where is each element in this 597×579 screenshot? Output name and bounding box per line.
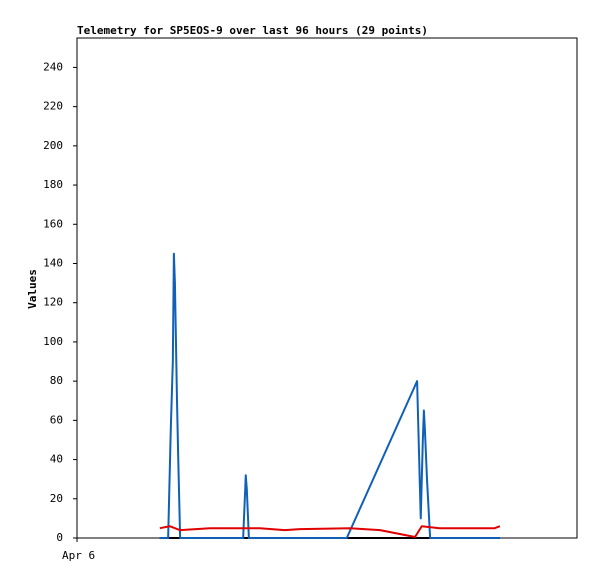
y-tick-label: 40 <box>50 453 63 466</box>
data-line <box>159 252 500 539</box>
y-tick-label: 120 <box>43 296 63 309</box>
y-tick-label: 100 <box>43 335 63 348</box>
y-tick-label: 60 <box>50 413 63 426</box>
y-axis-label: Values <box>26 269 39 309</box>
plot-frame <box>76 37 578 539</box>
y-tick-label: 80 <box>50 374 63 387</box>
y-tick-label: 0 <box>56 531 63 544</box>
y-tick-label: 240 <box>43 60 63 73</box>
y-tick-label: 20 <box>50 492 63 505</box>
y-tick-label: 200 <box>43 139 63 152</box>
y-tick-label: 160 <box>43 217 63 230</box>
data-line <box>159 525 501 539</box>
lines <box>159 252 501 539</box>
x-tick-label: Apr 6 <box>62 549 95 562</box>
chart-title: Telemetry for SP5EOS-9 over last 96 hour… <box>77 24 428 37</box>
ticks: 0 20 40 60 80 100 120 140 160 180 200 220 240 Apr 6 <box>43 60 95 562</box>
y-tick-label: 180 <box>43 178 63 191</box>
y-tick-label: 140 <box>43 256 63 269</box>
y-tick-label: 220 <box>43 100 63 113</box>
